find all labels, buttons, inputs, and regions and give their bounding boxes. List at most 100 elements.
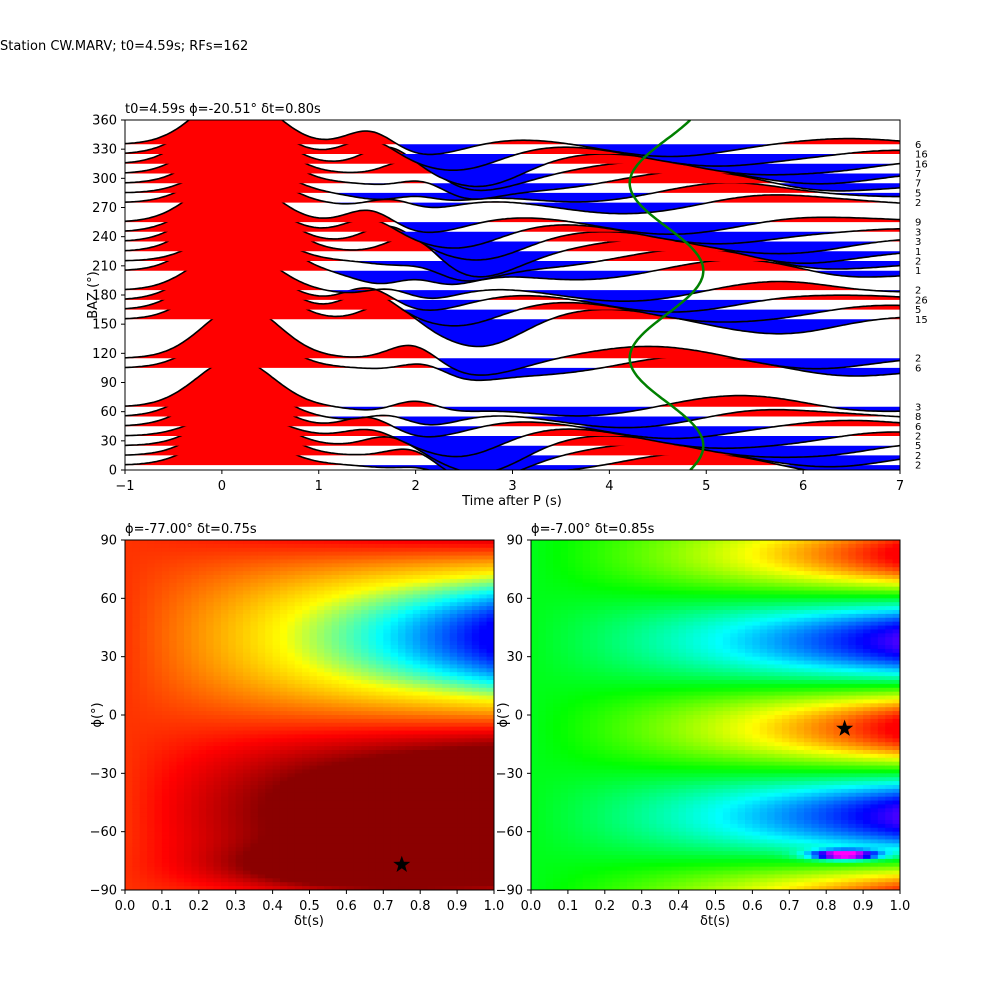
heatmap-cell <box>383 575 392 580</box>
heatmap-cell <box>161 882 170 887</box>
heatmap-cell <box>383 792 392 798</box>
heatmap-cell <box>390 750 399 755</box>
heatmap-cell <box>302 637 311 642</box>
heatmap-cell <box>412 567 421 572</box>
x-tick-label: 0.1 <box>152 899 173 914</box>
heatmap-cell <box>235 788 244 794</box>
heatmap-cell <box>213 765 222 771</box>
heatmap-cell <box>220 582 229 588</box>
heatmap-cell <box>294 847 303 852</box>
heatmap-cell <box>442 625 451 631</box>
heatmap-cell <box>457 687 466 693</box>
y-tick-label: 330 <box>92 143 117 158</box>
heatmap-cell <box>405 827 414 833</box>
heatmap-cell <box>228 711 237 716</box>
heatmap-cell <box>471 847 480 852</box>
heatmap-cell <box>368 730 377 736</box>
heatmap-cell <box>316 820 325 825</box>
heatmap-cell <box>427 699 436 704</box>
heatmap-cell <box>250 637 259 642</box>
heatmap-cell <box>184 746 193 751</box>
heatmap-cell <box>361 652 370 658</box>
heatmap-cell <box>132 617 141 623</box>
heatmap-cell <box>265 617 274 623</box>
heatmap-cell <box>531 820 539 825</box>
heatmap-cell <box>169 547 178 553</box>
heatmap-cell <box>302 718 311 724</box>
heatmap-cell <box>353 804 362 809</box>
heatmap-cell <box>486 785 494 790</box>
heatmap-cell <box>206 847 215 852</box>
heatmap-cell <box>390 878 399 883</box>
heatmap-cell <box>272 812 281 817</box>
heatmap-cell <box>346 715 355 720</box>
heatmap-cell <box>235 598 244 603</box>
heatmap-cell <box>464 742 473 747</box>
heatmap-cell <box>139 882 148 887</box>
heatmap-cell <box>139 757 148 763</box>
heatmap-cell <box>250 664 259 669</box>
heatmap-cell <box>346 843 355 848</box>
heatmap-cell <box>302 800 311 806</box>
heatmap-cell <box>479 792 488 798</box>
heatmap-cell <box>169 543 178 549</box>
heatmap-cell <box>184 567 193 572</box>
heatmap-cell <box>132 602 141 607</box>
heatmap-cell <box>125 703 133 708</box>
heatmap-cell <box>198 855 207 860</box>
heatmap-cell <box>405 598 414 603</box>
heatmap-cell <box>449 606 458 611</box>
heatmap-cell <box>169 730 178 736</box>
heatmap-cell <box>412 718 421 724</box>
heatmap-cell <box>405 855 414 860</box>
heatmap-cell <box>287 831 296 837</box>
heatmap-cell <box>486 575 494 580</box>
heatmap-cell <box>228 590 237 596</box>
heatmap-cell <box>294 637 303 642</box>
heatmap-cell <box>339 878 347 883</box>
heatmap-cell <box>265 827 274 833</box>
heatmap-cell <box>331 703 340 708</box>
heatmap-cell <box>279 621 288 627</box>
heatmap-cell <box>265 672 274 677</box>
heatmap-cell <box>198 831 207 837</box>
heatmap-cell <box>161 792 170 798</box>
heatmap-cell <box>294 866 303 872</box>
heatmap-cell <box>316 870 325 876</box>
heatmap-cell <box>398 683 407 689</box>
heatmap-cell <box>213 835 222 841</box>
heatmap-cell <box>206 656 215 662</box>
heatmap-cell <box>220 578 229 584</box>
heatmap-cell <box>479 617 488 623</box>
heatmap-cell <box>390 645 399 650</box>
heatmap-cell <box>346 870 355 876</box>
heatmap-cell <box>339 882 347 887</box>
heatmap-cell <box>243 800 252 806</box>
heatmap-cell <box>361 563 370 568</box>
heatmap-cell <box>220 602 229 607</box>
heatmap-cell <box>538 590 547 596</box>
heatmap-cell <box>213 866 222 872</box>
heatmap-cell <box>161 823 170 829</box>
heatmap-cell <box>132 862 141 868</box>
heatmap-cell <box>184 874 193 879</box>
heatmap-cell <box>420 683 429 689</box>
heatmap-cell <box>353 765 362 771</box>
heatmap-cell <box>368 722 377 728</box>
heatmap-cell <box>272 722 281 728</box>
heatmap-cell <box>161 858 170 864</box>
heatmap-cell <box>346 781 355 786</box>
heatmap-cell <box>398 586 407 592</box>
heatmap-cell <box>383 656 392 662</box>
heatmap-cell <box>531 543 539 549</box>
heatmap-cell <box>442 633 451 638</box>
heatmap-cell <box>353 621 362 627</box>
heatmap-cell <box>486 699 494 704</box>
heatmap-cell <box>324 835 333 841</box>
heatmap-cell <box>531 785 539 790</box>
heatmap-cell <box>169 827 178 833</box>
heatmap-cell <box>331 672 340 677</box>
heatmap-cell <box>383 726 392 732</box>
heatmap-cell <box>361 730 370 736</box>
heatmap-cell <box>265 870 274 876</box>
